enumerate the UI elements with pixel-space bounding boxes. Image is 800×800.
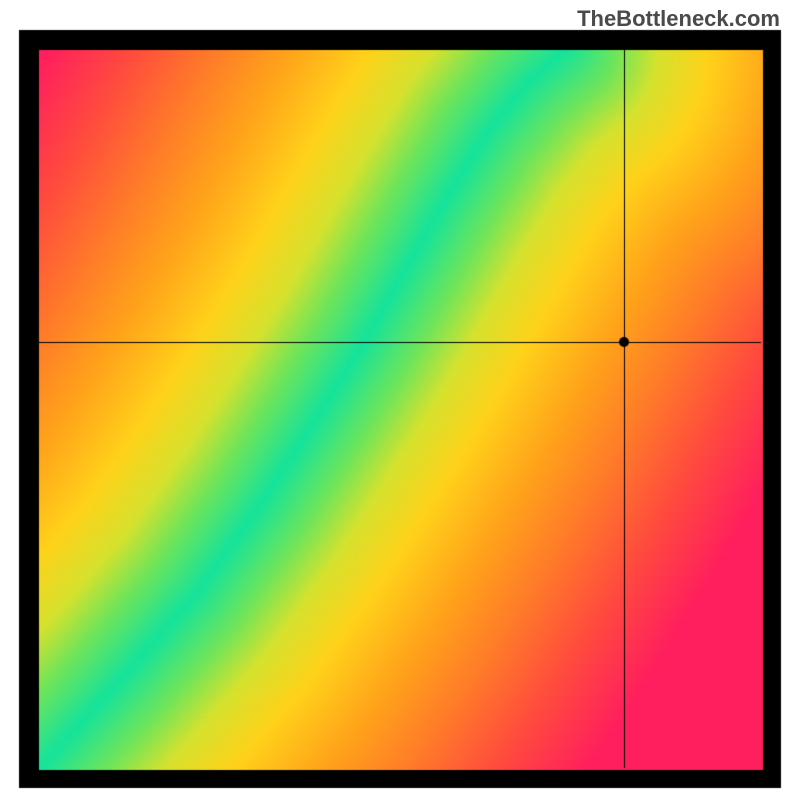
bottleneck-heatmap — [0, 0, 800, 800]
watermark-text: TheBottleneck.com — [577, 6, 780, 32]
